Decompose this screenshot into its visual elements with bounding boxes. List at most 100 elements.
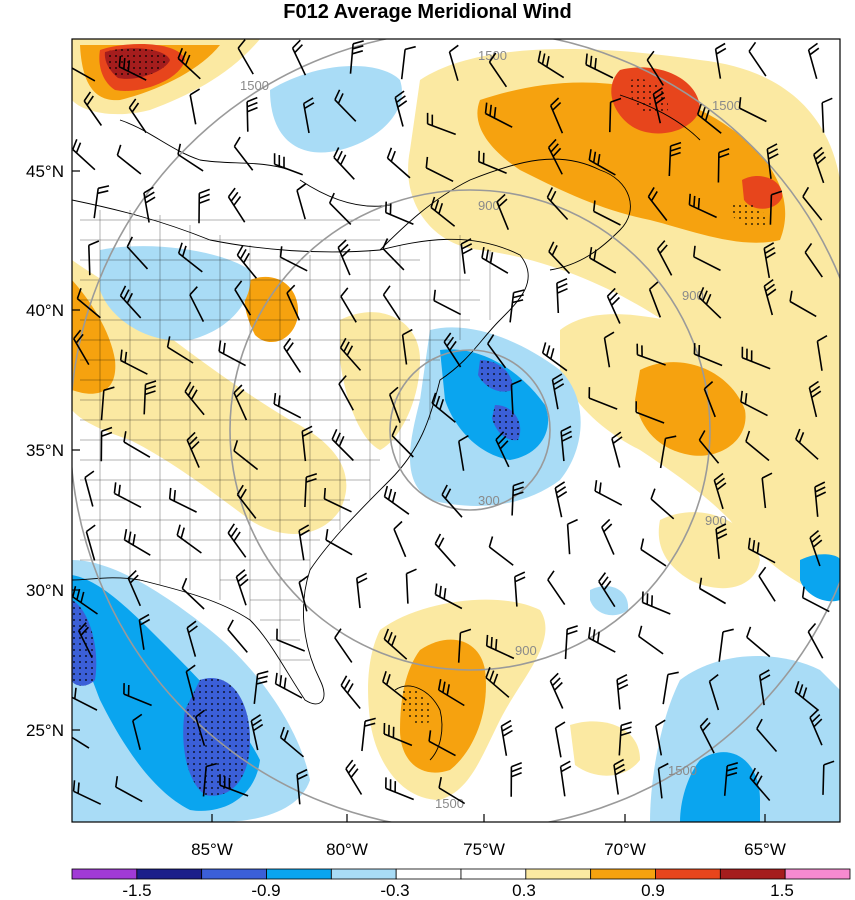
colorbar-bin <box>201 868 267 880</box>
wind-barb <box>485 634 515 660</box>
wind-barb <box>636 343 666 366</box>
wind-barb <box>438 776 466 805</box>
ring-labels: 300 900 900 900 900 1500 1500 1500 1500 … <box>240 48 741 811</box>
wind-barb <box>804 242 823 278</box>
wind-barb <box>235 569 249 606</box>
wind-barb <box>132 713 143 750</box>
wind-barb <box>647 186 668 221</box>
wind-barb <box>138 613 151 650</box>
wind-barb <box>801 586 830 613</box>
wind-barb <box>688 193 717 219</box>
wind-barb <box>814 481 827 517</box>
wind-barb <box>349 40 364 74</box>
wind-barb <box>514 571 526 607</box>
lon-label: 85°W <box>191 840 233 859</box>
wind-barb <box>652 87 666 124</box>
wind-barb <box>511 481 525 516</box>
wind-barb <box>233 136 254 171</box>
wind-barb <box>747 537 776 564</box>
wind-barb <box>304 472 318 508</box>
lat-label: 40°N <box>26 301 64 320</box>
wind-barb <box>143 186 156 223</box>
wind-barb <box>393 520 407 558</box>
ring-label: 1500 <box>435 796 464 811</box>
wind-barb <box>85 524 96 561</box>
wind-barb <box>696 103 722 134</box>
wind-barb <box>334 628 353 663</box>
wind-barb <box>123 528 151 556</box>
wind-barb <box>100 426 113 462</box>
ring-label: 1500 <box>712 98 741 113</box>
lat-label: 25°N <box>26 721 64 740</box>
wind-barb <box>763 242 776 279</box>
wind-barb <box>443 332 462 368</box>
wind-barb <box>761 472 773 509</box>
lon-label: 75°W <box>463 840 505 859</box>
wind-barb <box>698 577 727 605</box>
wind-barb <box>510 379 522 415</box>
plot-frame <box>71 38 841 823</box>
colorbar-label: 0.3 <box>512 881 536 900</box>
wind-barb <box>394 90 408 127</box>
wind-barb <box>509 289 525 323</box>
wind-barb <box>76 287 101 319</box>
wind-barb <box>237 39 254 75</box>
wind-barb <box>802 186 823 221</box>
map-title: F012 Average Meridional Wind <box>283 1 572 23</box>
wind-barb <box>481 246 509 274</box>
ring-label: 900 <box>515 643 537 658</box>
wind-barb <box>83 91 103 126</box>
wind-barb <box>746 626 771 658</box>
colorbar-bin <box>719 868 786 880</box>
wind-barb <box>116 144 142 175</box>
wind-barb <box>713 472 727 510</box>
wind-barb <box>189 88 201 125</box>
wind-barb <box>88 240 100 276</box>
wind-barb <box>510 762 522 797</box>
wind-barb <box>219 774 249 797</box>
wind-barb <box>460 238 473 274</box>
wind-barb <box>662 671 679 705</box>
wind-barb <box>227 523 247 558</box>
wind-barb <box>253 670 269 704</box>
wind-barb <box>650 488 675 520</box>
wind-barb <box>279 246 308 272</box>
wind-barb <box>635 401 665 424</box>
wind-barb <box>72 586 98 615</box>
wind-barb <box>434 583 463 610</box>
wind-barb <box>808 380 822 418</box>
wind-barb <box>361 717 376 752</box>
wind-barb <box>177 47 201 80</box>
wind-barb <box>556 277 568 314</box>
colorbar-bin <box>590 868 656 880</box>
wind-barb <box>143 380 157 415</box>
wind-barb <box>766 143 779 179</box>
wind-barb <box>73 329 90 366</box>
wind-barb <box>185 664 196 701</box>
wind-barb <box>325 528 353 556</box>
wind-barb <box>428 730 456 757</box>
wind-barb <box>741 346 771 370</box>
wind-barb <box>218 340 246 367</box>
wind-barb <box>177 143 204 172</box>
wind-barb <box>648 281 662 318</box>
wind-barb <box>763 278 777 316</box>
plot-area: 300 900 900 900 900 1500 1500 1500 1500 … <box>72 39 840 822</box>
wind-barb <box>437 679 465 707</box>
wind-barb <box>640 538 667 567</box>
wind-barb <box>400 45 416 80</box>
wind-barb <box>100 386 115 421</box>
colorbar-bin <box>136 868 203 880</box>
wind-barb <box>723 762 739 796</box>
wind-barb <box>340 675 361 710</box>
wind-barb <box>703 381 716 418</box>
wind-barb <box>496 193 510 231</box>
wind-barb <box>189 286 205 322</box>
wind-barb <box>698 430 720 464</box>
wind-barb <box>250 714 264 751</box>
wind-barb <box>333 147 355 180</box>
land-outlines <box>72 94 701 761</box>
wind-barb <box>560 425 573 462</box>
wind-barb <box>641 591 671 615</box>
